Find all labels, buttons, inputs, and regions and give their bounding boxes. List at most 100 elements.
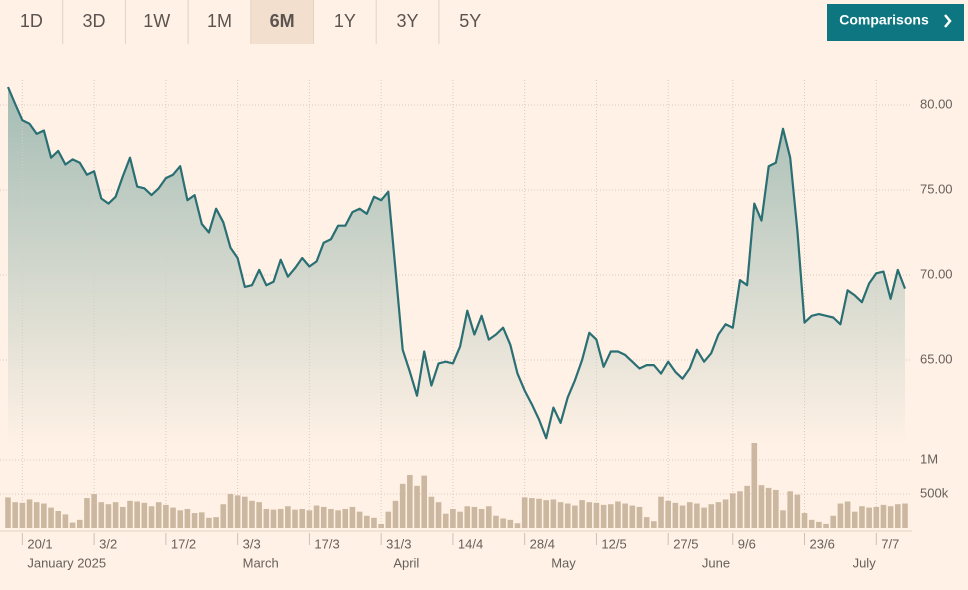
y-tick-label: 75.00 [920,181,953,196]
volume-bar [615,501,621,528]
tab[interactable]: 1D [20,11,43,31]
volume-bar [12,502,18,528]
volume-bar [665,500,671,528]
month-label: July [853,555,877,570]
volume-bar [320,506,327,528]
y-tick-label: 80.00 [920,96,953,111]
volume-bar [299,508,306,528]
month-label: May [551,555,576,570]
x-tick-label: 31/3 [386,536,411,551]
volume-bar [220,504,227,528]
volume-bar [134,501,140,528]
volume-bar [651,521,657,528]
volume-bar [787,491,793,528]
volume-bar [313,505,320,528]
volume-bar [851,511,858,528]
volume-bar [399,483,406,528]
volume-bar [564,503,571,528]
volume-bar [485,506,492,528]
volume-bar [708,504,715,528]
volume-bar [529,498,535,528]
volume-bar [844,501,851,528]
x-tick-label: 27/5 [673,536,698,551]
y-tick-label: 1M [920,451,938,466]
volume-bar [328,508,334,528]
volume-bar [543,500,549,528]
volume-bar [471,506,478,528]
volume-bar [206,517,212,528]
volume-bar [493,515,499,528]
volume-bar [127,500,133,528]
volume-bar [84,498,90,528]
volume-bar [457,511,463,528]
x-tick-label: 17/2 [171,536,196,551]
volume-bar [859,506,865,528]
volume-bar [715,502,722,528]
tab[interactable]: 1Y [334,11,356,31]
volume-bar [607,504,614,528]
volume-bar [184,508,191,528]
volume-bar [407,474,413,528]
volume-bar [636,506,643,528]
volume-bar [679,505,686,528]
month-label: January 2025 [27,555,106,570]
volume-bar [837,503,844,528]
comparisons-button[interactable] [827,4,964,41]
volume-bar [19,502,26,528]
volume-bar [593,502,600,528]
y-tick-label: 500k [920,485,949,500]
volume-bar [758,485,765,528]
chevron-icon[interactable] [944,14,952,28]
volume-bar [572,505,578,528]
volume-bar [773,489,779,528]
volume-bar [622,503,628,528]
tab[interactable]: 3D [83,11,106,31]
volume-bar [507,519,514,528]
tab[interactable]: 6M [270,11,295,31]
volume-bar [155,502,162,528]
volume-bar [823,523,829,528]
volume-bar [435,502,442,528]
volume-bar [557,502,564,528]
volume-bar [285,506,291,528]
volume-bar [902,503,908,528]
x-tick-label: 23/6 [810,536,835,551]
volume-bar [579,500,585,528]
volume-bar [414,485,420,528]
tab[interactable]: 1M [207,11,232,31]
volume-bar [234,495,241,528]
button-label[interactable]: Comparisons [839,12,929,28]
volume-bar [33,502,40,528]
volume-bar [737,491,743,528]
tab[interactable]: 3Y [397,11,419,31]
x-tick-label: 17/3 [314,536,339,551]
volume-bar [880,504,887,528]
volume-bar [249,500,255,528]
volume-bar [263,508,270,528]
volume-bar [586,502,593,528]
volume-bar [270,509,277,528]
x-tick-label: 20/1 [27,536,52,551]
tab-selected [250,0,314,44]
tab[interactable]: 5Y [459,11,481,31]
month-label: March [243,555,279,570]
volume-bar [536,498,542,528]
volume-bar [428,496,435,528]
volume-bar [198,512,205,528]
volume-bar [48,507,54,528]
month-label: April [393,555,419,570]
volume-bar [808,519,815,528]
volume-bar [349,506,356,528]
volume-bar [816,521,822,528]
volume-bar [500,518,506,528]
volume-bar [629,505,636,528]
volume-bar [69,522,76,528]
volume-bar [227,494,234,528]
volume-bar [521,497,528,528]
volume-bar [643,517,650,528]
price-line [6,86,907,440]
volume-bar [442,513,449,528]
tab[interactable]: 1W [143,11,170,31]
volume-bar [686,502,693,528]
